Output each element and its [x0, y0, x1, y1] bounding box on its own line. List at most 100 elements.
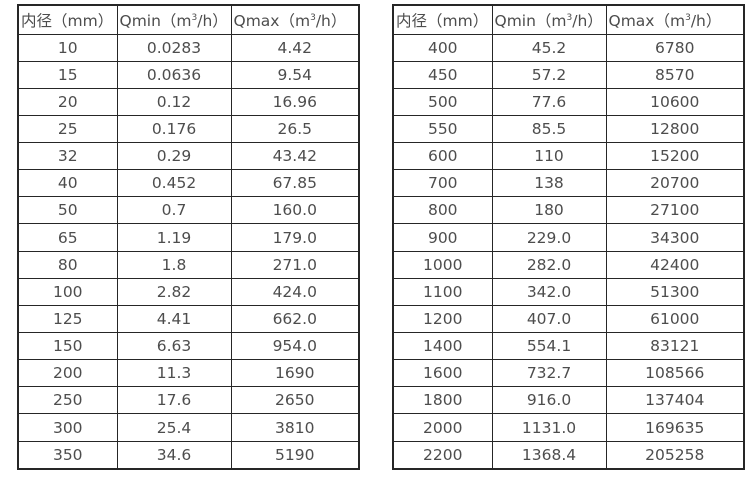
- table-row: 100 2.82 424.0: [17, 277, 360, 306]
- table-cell: 4.42: [230, 33, 360, 62]
- table-cell: 1690: [230, 359, 360, 388]
- table-row: 50 0.7 160.0: [17, 196, 360, 225]
- table-cell: 900: [392, 223, 493, 252]
- header-superscript: 3: [310, 12, 316, 23]
- table-row: 400 45.2 6780: [392, 33, 745, 62]
- table-cell: 6.63: [116, 332, 232, 361]
- table-cell: 1368.4: [491, 440, 607, 470]
- table-cell: 85.5: [491, 114, 607, 144]
- header-text: 内径（mm）: [21, 11, 114, 30]
- table-row: 2200 1368.4 205258: [392, 440, 745, 470]
- table-cell: 700: [392, 169, 493, 198]
- table-row: 40 0.452 67.85: [17, 169, 360, 198]
- table-cell: 2.82: [116, 277, 232, 306]
- table-cell: 16.96: [230, 87, 360, 116]
- table-cell: 1400: [392, 332, 493, 361]
- table-cell: 34300: [605, 223, 745, 252]
- table-cell: 40: [17, 169, 118, 198]
- table-cell: 61000: [605, 304, 745, 334]
- table-row: 150 6.63 954.0: [17, 332, 360, 361]
- table-cell: 83121: [605, 332, 745, 361]
- table-cell: 67.85: [230, 169, 360, 198]
- table-cell: 400: [392, 33, 493, 62]
- table-row: 25 0.176 26.5: [17, 114, 360, 144]
- table-cell: 51300: [605, 277, 745, 306]
- table-cell: 180: [491, 196, 607, 225]
- table-cell: 77.6: [491, 87, 607, 116]
- table-cell: 342.0: [491, 277, 607, 306]
- table-cell: 229.0: [491, 223, 607, 252]
- table-cell: 27100: [605, 196, 745, 225]
- table-cell: 5190: [230, 440, 360, 470]
- table-row: 900 229.0 34300: [392, 223, 745, 252]
- table-cell: 0.29: [116, 142, 232, 171]
- table-cell: 205258: [605, 440, 745, 470]
- table-row: 10 0.0283 4.42: [17, 33, 360, 62]
- header-text: /h）: [197, 11, 228, 30]
- table-row: 20 0.12 16.96: [17, 87, 360, 116]
- table-row: 700 138 20700: [392, 169, 745, 198]
- table-cell: 3810: [230, 413, 360, 442]
- table-row: 300 25.4 3810: [17, 413, 360, 442]
- table-cell: 8570: [605, 60, 745, 89]
- header-text: /h）: [572, 11, 603, 30]
- table-cell: 20: [17, 87, 118, 116]
- table-cell: 2200: [392, 440, 493, 470]
- header-text: Qmin（m: [119, 11, 192, 30]
- table-cell: 0.0636: [116, 60, 232, 89]
- table-cell: 200: [17, 359, 118, 388]
- table-cell: 450: [392, 60, 493, 89]
- table-cell: 108566: [605, 359, 745, 388]
- table-row: 32 0.29 43.42: [17, 142, 360, 171]
- table-body-right: 400 45.2 6780 450 57.2 8570 500 77.6 10600 550 85.…: [392, 33, 745, 470]
- table-cell: 20700: [605, 169, 745, 198]
- table-cell: 407.0: [491, 304, 607, 334]
- table-cell: 1.8: [116, 250, 232, 279]
- table-cell: 137404: [605, 386, 745, 415]
- table-cell: 250: [17, 386, 118, 415]
- table-cell: 6780: [605, 33, 745, 62]
- table-cell: 0.0283: [116, 33, 232, 62]
- table-row: 1400 554.1 83121: [392, 332, 745, 361]
- table-row: 600 110 15200: [392, 142, 745, 171]
- table-row: 1600 732.7 108566: [392, 359, 745, 388]
- table-cell: 65: [17, 223, 118, 252]
- table-cell: 800: [392, 196, 493, 225]
- table-cell: 600: [392, 142, 493, 171]
- table-cell: 15: [17, 60, 118, 89]
- table-cell: 110: [491, 142, 607, 171]
- header-diameter: 内径（mm）: [17, 4, 118, 35]
- table-cell: 25.4: [116, 413, 232, 442]
- table-cell: 1131.0: [491, 413, 607, 442]
- table-cell: 179.0: [230, 223, 360, 252]
- table-cell: 17.6: [116, 386, 232, 415]
- header-superscript: 3: [191, 12, 198, 23]
- table-row: 65 1.19 179.0: [17, 223, 360, 252]
- table-cell: 12800: [605, 114, 745, 144]
- table-cell: 0.452: [116, 169, 232, 198]
- table-cell: 15200: [605, 142, 745, 171]
- table-row: 500 77.6 10600: [392, 87, 745, 116]
- table-cell: 100: [17, 277, 118, 306]
- header-qmax: Qmax（m3/h）: [605, 4, 745, 35]
- table-cell: 1800: [392, 386, 493, 415]
- table-cell: 4.41: [116, 304, 232, 334]
- header-text: Qmax（m: [233, 11, 311, 30]
- table-row: 800 180 27100: [392, 196, 745, 225]
- table-cell: 0.7: [116, 196, 232, 225]
- table-cell: 282.0: [491, 250, 607, 279]
- table-cell: 32: [17, 142, 118, 171]
- table-cell: 954.0: [230, 332, 360, 361]
- table-cell: 9.54: [230, 60, 360, 89]
- table-cell: 732.7: [491, 359, 607, 388]
- table-cell: 11.3: [116, 359, 232, 388]
- table-cell: 10600: [605, 87, 745, 116]
- table-row: 250 17.6 2650: [17, 386, 360, 415]
- header-qmax: Qmax（m3/h）: [230, 4, 360, 35]
- table-cell: 25: [17, 114, 118, 144]
- header-qmin: Qmin（m3/h）: [116, 4, 232, 35]
- header-superscript: 3: [566, 12, 573, 23]
- table-cell: 169635: [605, 413, 745, 442]
- table-cell: 2650: [230, 386, 360, 415]
- table-cell: 662.0: [230, 304, 360, 334]
